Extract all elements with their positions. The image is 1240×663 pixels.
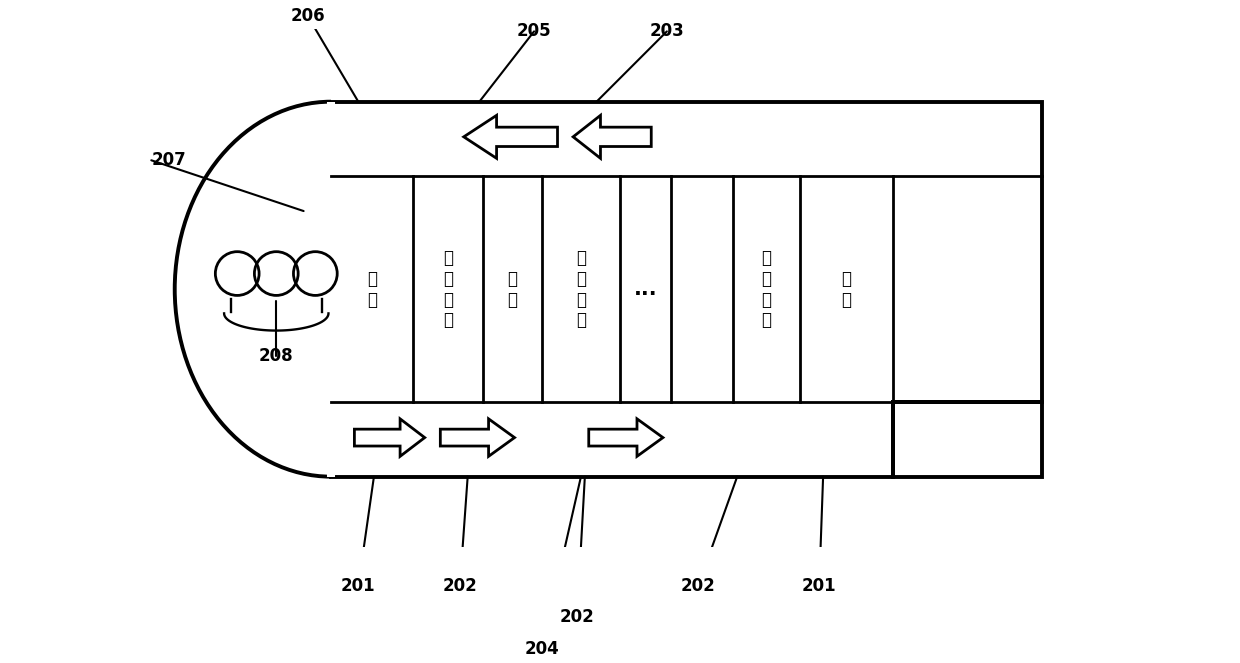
Text: 207: 207 <box>151 151 186 169</box>
Text: ...: ... <box>634 279 657 299</box>
Text: 208: 208 <box>259 347 294 365</box>
Text: 202: 202 <box>559 608 594 627</box>
Text: 203: 203 <box>650 23 684 40</box>
Text: 202: 202 <box>443 577 477 595</box>
Text: 列
间
空
调: 列 间 空 调 <box>761 249 771 330</box>
Text: 205: 205 <box>517 23 552 40</box>
Text: 机
柜: 机 柜 <box>507 270 517 308</box>
Text: 列
间
空
调: 列 间 空 调 <box>575 249 587 330</box>
Text: 201: 201 <box>341 577 376 595</box>
Text: 机
柜: 机 柜 <box>367 270 377 308</box>
Text: 201: 201 <box>802 577 837 595</box>
Text: 列
间
空
调: 列 间 空 调 <box>443 249 453 330</box>
Text: 202: 202 <box>681 577 715 595</box>
Text: 机
柜: 机 柜 <box>842 270 852 308</box>
Text: 206: 206 <box>290 7 325 25</box>
Text: 204: 204 <box>525 640 559 658</box>
